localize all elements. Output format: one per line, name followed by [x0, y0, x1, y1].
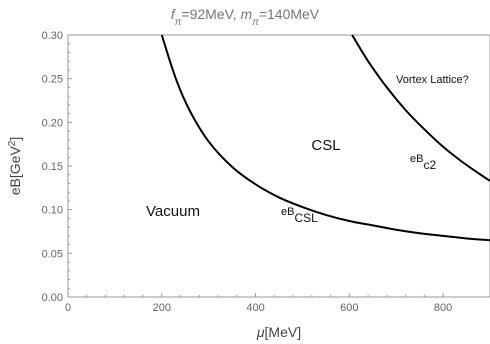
x-tick-label: 600: [340, 302, 358, 314]
eb-c2-main: eB: [410, 153, 423, 165]
y-axis: 0.00 0.05 0.10 0.15 0.20 0.25 0.30: [42, 30, 72, 304]
csl-label: CSL: [311, 137, 340, 154]
eb-csl-subscript: CSL: [294, 211, 318, 225]
x-axis-unit: [MeV]: [265, 324, 302, 340]
y-tick-label: 0.00: [42, 292, 63, 304]
x-tick-label: 400: [246, 302, 264, 314]
title-m-value: =140MeV: [259, 6, 320, 22]
title-f: f: [171, 6, 177, 22]
y-tick-label: 0.05: [42, 248, 63, 260]
eb-csl-curve: [160, 34, 490, 242]
eb-csl-main: eB: [281, 206, 294, 218]
y-tick-label: 0.20: [42, 117, 63, 129]
vortex-lattice-label: Vortex Lattice?: [396, 74, 469, 86]
eb-c2-subscript: c2: [423, 158, 436, 172]
x-tick-label: 200: [153, 302, 171, 314]
y-axis-title: eB[GeV2]: [7, 137, 24, 195]
x-tick-label: 0: [65, 302, 71, 314]
x-axis-symbol: μ: [256, 324, 265, 340]
y-tick-label: 0.15: [42, 161, 63, 173]
y-tick-label: 0.10: [42, 205, 63, 217]
title-m: m: [240, 6, 252, 22]
series-layer: [160, 34, 490, 242]
chart-title: fπ=92MeV, mπ=140MeV: [171, 6, 320, 28]
y-axis-main: eB[GeV: [7, 146, 23, 196]
x-axis: 0 200 400 600 800: [65, 293, 452, 314]
eb-csl-label: eBCSL: [281, 206, 318, 225]
x-tick-label: 800: [434, 302, 452, 314]
title-f-value: =92MeV,: [181, 6, 240, 22]
y-axis-close: ]: [7, 137, 23, 141]
vacuum-label: Vacuum: [146, 203, 200, 220]
y-tick-label: 0.25: [42, 74, 63, 86]
y-tick-label: 0.30: [42, 30, 63, 42]
title-m-subscript: π: [252, 17, 259, 28]
eb-c2-label: eBc2: [410, 153, 436, 172]
y-axis-exponent: 2: [7, 140, 18, 146]
title-f-subscript: π: [175, 17, 182, 28]
x-axis-title: μ[MeV]: [256, 324, 301, 340]
eb-c2-curve: [351, 34, 490, 182]
